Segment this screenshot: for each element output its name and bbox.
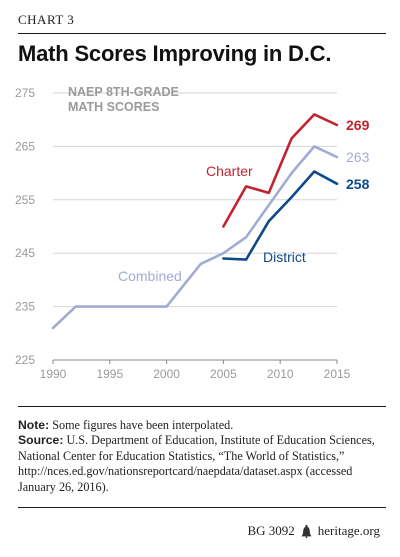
note-text: Some figures have been interpolated. [49,418,234,432]
notes-block: Note: Some figures have been interpolate… [18,418,388,495]
footer-rule [18,507,386,508]
series-end-label-charter: 269 [346,117,370,133]
y-axis-ticks: 275 265 255 245 235 225 [15,86,35,367]
notes-rule [18,406,386,407]
series-end-label-district: 258 [346,176,370,192]
series-name-combined: Combined [118,268,182,284]
x-tick-label: 2000 [153,367,180,381]
source-text: U.S. Department of Education, Institute … [18,433,375,494]
x-tick-label: 2010 [267,367,294,381]
site-name: heritage.org [317,523,380,538]
chart-subtitle-line1: NAEP 8TH-GRADE [68,85,179,99]
x-tick-label: 1995 [96,367,123,381]
x-tick-label: 1990 [40,367,67,381]
series-line-combined [51,145,339,330]
chart-grid [53,92,337,361]
note-line: Note: Some figures have been interpolate… [18,418,388,433]
chart-title: Math Scores Improving in D.C. [18,41,332,66]
liberty-bell-icon [301,524,312,538]
series-line-charter [222,113,339,228]
series-lines [51,113,339,330]
x-axis-ticks: 1990 1995 2000 2005 2010 2015 [40,360,351,381]
series-name-charter: Charter [206,163,253,179]
series-name-district: District [263,249,306,265]
y-tick-label: 265 [15,139,35,153]
top-rule [18,33,386,34]
line-chart: 275 265 255 245 235 225 1990 1995 2000 2005 2010 2… [15,85,370,381]
y-tick-label: 275 [15,86,35,100]
x-tick-label: 2005 [210,367,237,381]
y-tick-label: 245 [15,246,35,260]
chart-subtitle-line2: MATH SCORES [68,100,159,114]
y-tick-label: 225 [15,353,35,367]
y-tick-label: 235 [15,300,35,314]
chart-kicker: CHART 3 [18,12,75,27]
footer: BG 3092 heritage.org [247,523,380,539]
source-label: Source: [18,433,64,448]
x-tick-label: 2015 [324,367,351,381]
y-tick-label: 255 [15,193,35,207]
note-label: Note: [18,418,50,432]
series-labels: Combined 263 Charter 269 District 258 [118,117,370,284]
source-line: Source: U.S. Department of Education, In… [18,433,388,495]
series-end-label-combined: 263 [346,149,370,165]
series-line-district [222,170,339,261]
report-id: BG 3092 [247,523,295,538]
